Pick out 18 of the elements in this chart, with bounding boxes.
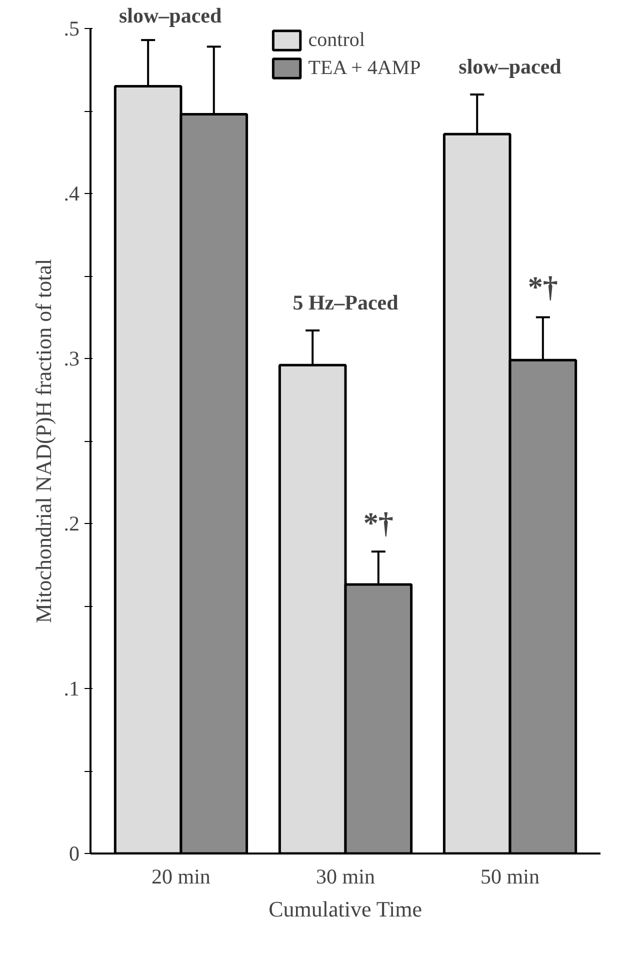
y-tick-label: .4 xyxy=(64,182,80,206)
text: slow–paced xyxy=(118,4,222,28)
x-axis-title: Cumulative Time xyxy=(268,896,422,922)
legend-label: control xyxy=(308,28,365,52)
x-tick-label: 50 min xyxy=(480,864,540,888)
y-tick-label: .2 xyxy=(64,512,80,536)
y-tick-label: .5 xyxy=(64,16,80,40)
y-tick-label: .1 xyxy=(64,676,80,700)
y-tick-label: .3 xyxy=(64,346,80,370)
y-tick-label: 0 xyxy=(69,842,80,866)
legend-label: TEA + 4AMP xyxy=(308,56,421,80)
annotation: *† xyxy=(363,507,394,540)
annotation: *† xyxy=(528,271,558,304)
x-tick-label: 30 min xyxy=(316,864,376,888)
annotation: 5 Hz–Paced xyxy=(292,290,399,314)
annotation: slow–paced xyxy=(458,54,562,78)
x-tick-label: 20 min xyxy=(152,864,211,888)
y-axis-title: Mitochondrial NAD(P)H fraction of total xyxy=(30,258,56,624)
